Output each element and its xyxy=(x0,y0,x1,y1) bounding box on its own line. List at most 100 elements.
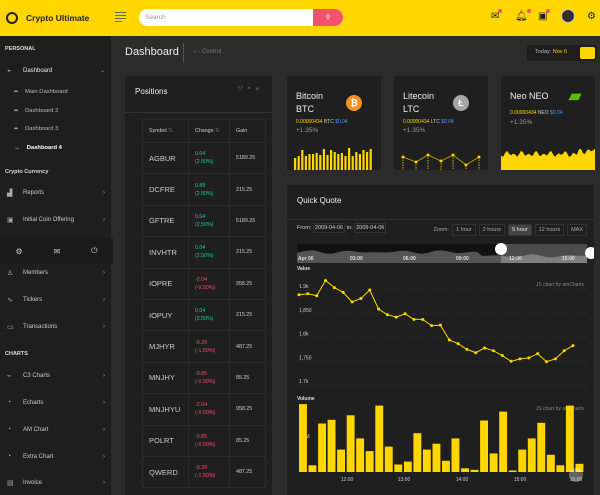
col-change[interactable]: Change ⇅ xyxy=(188,119,230,143)
to-input[interactable]: 2009-04-06 xyxy=(354,223,387,233)
change-percent: (-0.50%) xyxy=(195,378,216,385)
chevron-right-icon: › xyxy=(103,324,105,330)
date-range: From: 2009-04-06 to: 2009-04-06 xyxy=(297,223,387,233)
zoom-5-hour[interactable]: 5 hour xyxy=(508,224,532,236)
change-percent: (-9.50%) xyxy=(195,284,216,291)
volume-bar xyxy=(403,461,412,472)
value-point xyxy=(447,338,451,342)
value-point xyxy=(324,279,328,282)
table-row[interactable]: IOPRE -2.04 (-9.50%) 958.25 xyxy=(142,267,266,300)
sidebar-item-extra-chart[interactable]: ◔ Extra Chart › xyxy=(7,453,105,460)
navigator-handle-left[interactable] xyxy=(495,243,507,255)
table-row[interactable]: AGBUR 0.04 (2.50%) 5189.25 xyxy=(142,141,266,175)
change-value: -2.04 xyxy=(195,276,208,283)
coin-card[interactable]: Neo NEO ▰ 0.00000434 NEO $0.04 +1.35% xyxy=(501,76,595,170)
change-percent: (-0.50%) xyxy=(195,441,216,448)
sidebar-sub-dashboard-3[interactable]: ••• Dashboard 3 xyxy=(14,126,59,132)
table-row[interactable]: MJHYR -0.39 (-1.50%) 487.25 xyxy=(142,330,266,363)
calendar-icon[interactable]: ▣ xyxy=(538,9,551,22)
sidebar-sub-dashboard-2[interactable]: ••• Dashboard 2 xyxy=(14,108,59,114)
coin-amount: 0.00000434 BTC $0.04 xyxy=(296,119,348,125)
symbol-cell: INVHTR xyxy=(142,236,189,269)
coin-card[interactable]: Bitcoin BTC ₿ 0.00000434 BTC $0.04 +1.35… xyxy=(287,76,381,170)
expand-icon[interactable]: ⤧ xyxy=(237,87,248,93)
close-icon[interactable]: × xyxy=(255,87,264,93)
value-point xyxy=(403,312,407,316)
bell-icon[interactable]: 🔔︎ xyxy=(515,9,531,22)
volume-bar xyxy=(499,411,508,472)
table-row[interactable]: MNJHY -0.85 (-0.50%) 85.25 xyxy=(142,361,266,395)
volume-axis-title: Volume xyxy=(297,396,315,402)
col-symbol[interactable]: Symbol ⇅ xyxy=(142,119,189,143)
volume-bar xyxy=(432,443,441,472)
chevron-right-icon: › xyxy=(103,297,105,303)
table-row[interactable]: MNJHYU -2.04 (-9.50%) 958.25 xyxy=(142,393,266,426)
value-point xyxy=(377,307,381,311)
sidebar-item-dashboard[interactable]: ◒ Dashboard ⌄ xyxy=(7,67,105,74)
spark-bar xyxy=(301,150,304,170)
sidebar-item-c3-charts[interactable]: ⌁ C3 Charts › xyxy=(7,372,105,380)
search-input[interactable]: Search ⚲ xyxy=(139,9,343,26)
label: Extra Chart xyxy=(23,453,54,460)
sidebar-item-members[interactable]: ♙ Members › xyxy=(7,269,105,277)
sidebar-item-reports[interactable]: ▟ Reports › xyxy=(7,189,105,197)
table-row[interactable]: IOPUY 0.04 (2.50%) 215.25 xyxy=(142,298,266,332)
sidebar-item-ico[interactable]: ▣ Initial Coin Offering › xyxy=(7,216,105,224)
settings-icon[interactable]: ⚙ xyxy=(15,246,23,256)
unit: NEO xyxy=(537,110,549,116)
mail-icon[interactable]: ✉ xyxy=(491,9,503,22)
table-row[interactable]: GFTRE 0.04 (2.50%) 5189.25 xyxy=(142,204,266,238)
from-input[interactable]: 2009-04-06 xyxy=(312,223,346,233)
power-icon[interactable]: ⏻ xyxy=(91,246,98,255)
avatar[interactable] xyxy=(561,9,575,23)
volume-bar xyxy=(318,423,326,472)
home-icon[interactable]: ⌂ xyxy=(193,49,197,55)
collapse-icon[interactable]: ^ xyxy=(247,87,256,93)
sidebar-item-invoice[interactable]: ▤ Invoice › xyxy=(7,479,105,487)
sidebar-item-echarts[interactable]: ◔ Echarts › xyxy=(7,399,105,406)
positions-table: Symbol ⇅ Change ⇅ Gain AGBUR 0.04 (2.50%) 5… xyxy=(142,119,266,489)
navigator-handle-right[interactable] xyxy=(585,247,594,259)
date-picker[interactable]: Today: Nov 6 xyxy=(527,45,597,61)
coin-card[interactable]: Litecoin LTC Ł 0.00000434 LTC $0.04 +1.3… xyxy=(394,76,488,170)
divider xyxy=(183,43,184,63)
time-tick: 12:00 xyxy=(341,477,354,483)
menu-toggle-icon[interactable] xyxy=(115,12,126,24)
sort-icon: ⇅ xyxy=(168,128,173,134)
sidebar-item-am-chart[interactable]: ◔ AM Chart › xyxy=(7,426,105,433)
search-button[interactable]: ⚲ xyxy=(313,9,343,26)
table-row[interactable]: QWERD -0.39 (-1.50%) 487.25 xyxy=(142,455,266,489)
zoom-2-hours[interactable]: 2 hours xyxy=(478,224,506,236)
coin-name: Litecoin LTC xyxy=(403,91,435,114)
spark-point xyxy=(464,163,468,167)
sidebar-item-tickers[interactable]: ∿ Tickers › xyxy=(7,296,105,304)
gain-cell: 85.25 xyxy=(229,361,266,395)
zoom-label: Zoom: xyxy=(433,227,450,233)
col-gain[interactable]: Gain xyxy=(229,119,266,143)
zoom-1-hour[interactable]: 1 hour xyxy=(452,224,476,236)
time-tick: 14:00 xyxy=(456,477,469,483)
table-row[interactable]: INVHTR 0.04 (2.50%) 215.25 xyxy=(142,236,266,269)
spark-bar xyxy=(322,149,325,170)
value-tick: 1.9k xyxy=(299,284,309,290)
pulse-icon: ∿ xyxy=(7,297,13,304)
table-row[interactable]: DCFRE 0.89 (2.50%) 215.25 xyxy=(142,173,266,206)
sidebar-sub-main-dashboard[interactable]: ••• Main Dashboard xyxy=(14,89,68,95)
gear-icon[interactable]: ⚙ xyxy=(587,11,596,22)
symbol-cell: GFTRE xyxy=(142,204,189,238)
table-row[interactable]: POLRT -0.85 (-0.50%) 85.25 xyxy=(142,424,266,457)
zoom-12-hours[interactable]: 12 hours xyxy=(534,224,565,236)
sidebar: PERSONAL ◒ Dashboard ⌄ ••• Main Dashboard •… xyxy=(0,36,113,495)
mail-icon[interactable]: ✉ xyxy=(53,246,61,256)
sidebar-item-transactions[interactable]: ▭ Transactions › xyxy=(7,323,105,331)
spark-bar xyxy=(315,153,318,170)
spark-bar xyxy=(344,156,347,170)
dropdown-button[interactable] xyxy=(580,47,595,59)
change-value: 0.89 xyxy=(195,182,206,189)
zoom-max[interactable]: MAX xyxy=(567,224,587,236)
spark-bar xyxy=(362,150,365,170)
symbol-cell: MNJHY xyxy=(142,361,189,395)
sidebar-sub-dashboard-4[interactable]: → Dashboard 4 xyxy=(14,145,62,151)
app-logo[interactable]: Crypto Ultimate xyxy=(0,0,111,36)
change-value: -2.04 xyxy=(195,402,208,409)
